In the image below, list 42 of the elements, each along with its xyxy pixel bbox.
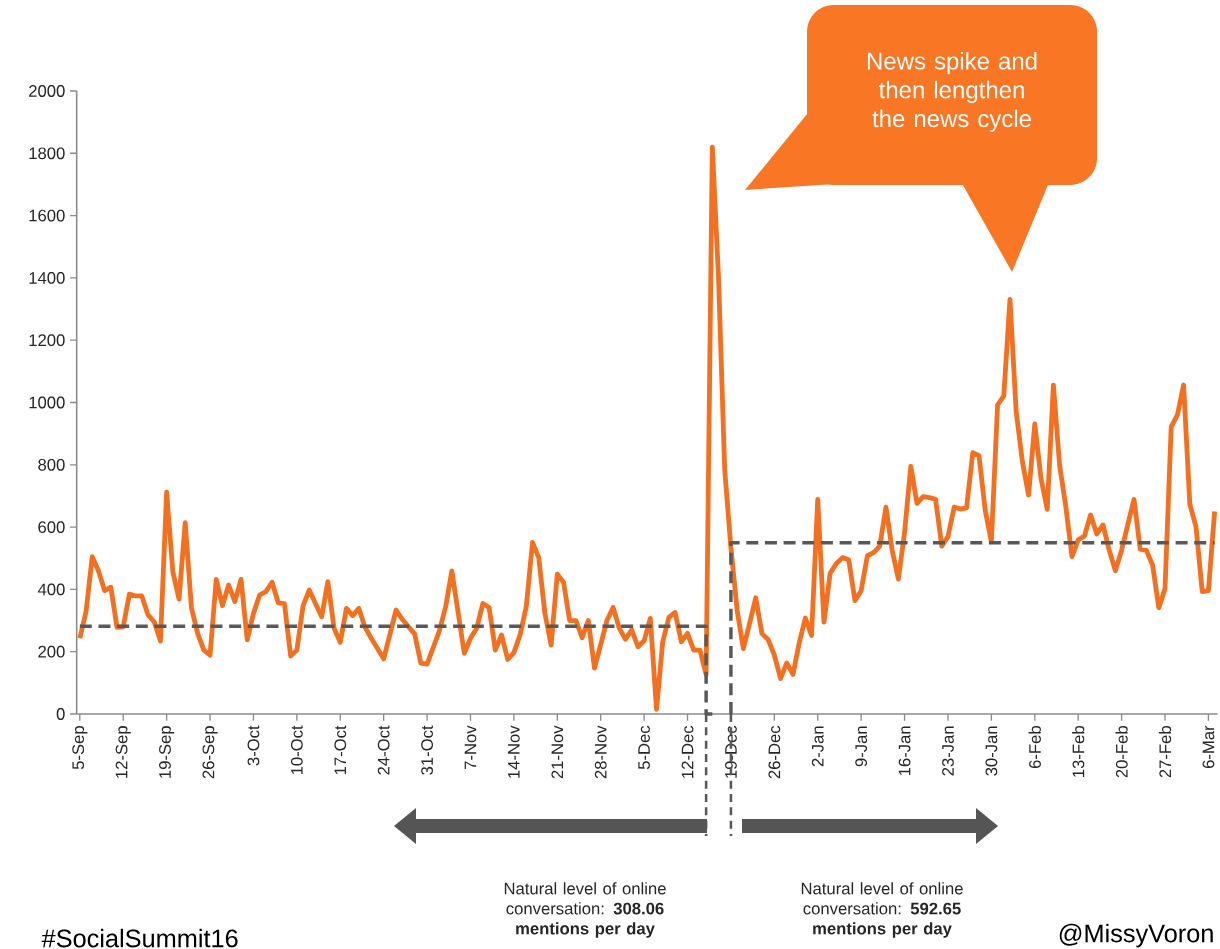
x-tick-label: 2-Jan xyxy=(811,726,824,767)
y-tick-label: 1600 xyxy=(29,209,65,222)
y-tick-label: 0 xyxy=(56,708,65,720)
x-tick-label: 19-Sep xyxy=(159,726,175,778)
x-tick-label: 9-Jan xyxy=(855,726,868,767)
x-tick-label: 3-Oct xyxy=(247,725,260,766)
x-tick-label: 12-Dec xyxy=(681,725,694,778)
x-tick-label: 13-Feb xyxy=(1072,726,1085,777)
x-tick-label: 23-Jan xyxy=(942,726,954,776)
annotation: News spike and then lengthen the news cycle xyxy=(867,51,1037,132)
text: Natural level of online conversation: 308.06 mentions per day xyxy=(504,882,666,938)
x-tick-label: 28-Nov xyxy=(594,725,607,779)
x-tick-label: 27-Feb xyxy=(1158,726,1172,778)
text: @MissyVoron xyxy=(1059,923,1213,948)
x-tick-label: 10-Oct xyxy=(290,725,303,775)
x-tick-label: 7-Nov xyxy=(464,725,477,769)
x-tick-label: 21-Nov xyxy=(551,725,564,779)
x-tick-label: 26-Sep xyxy=(202,726,218,779)
x-tick-label: 5-Sep xyxy=(72,726,88,770)
y-tick-label: 1000 xyxy=(29,396,65,409)
y-tick-label: 2000 xyxy=(29,85,65,97)
y-tick-label: 200 xyxy=(38,645,65,658)
x-tick-label: 5-Dec xyxy=(638,725,650,770)
x-tick-label: 14-Nov xyxy=(508,725,520,778)
x-tick-label: 12-Sep xyxy=(115,726,131,778)
x-tick-label: 6-Mar xyxy=(1202,725,1215,769)
y-tick-label: 1400 xyxy=(29,272,65,284)
x-tick-label: 16-Jan xyxy=(898,726,911,776)
x-tick-label: 20-Feb xyxy=(1115,726,1128,778)
y-tick-label: 600 xyxy=(38,521,65,533)
x-tick-label: 31-Oct xyxy=(421,725,433,775)
x-tick-label: 24-Oct xyxy=(377,725,390,775)
text: Natural level of online conversation: 592.65 mentions per day xyxy=(801,882,963,938)
y-tick-label: 400 xyxy=(37,583,65,596)
y-tick-label: 800 xyxy=(38,458,65,471)
x-tick-label: 6-Feb xyxy=(1028,726,1041,769)
x-tick-label: 30-Jan xyxy=(985,726,998,776)
x-tick-label: 26-Dec xyxy=(768,725,781,779)
y-tick-label: 1200 xyxy=(29,334,65,347)
x-tick-label: 17-Oct xyxy=(334,725,347,775)
text: #SocialSummit16 xyxy=(41,928,238,948)
y-tick-label: 1800 xyxy=(29,147,65,160)
